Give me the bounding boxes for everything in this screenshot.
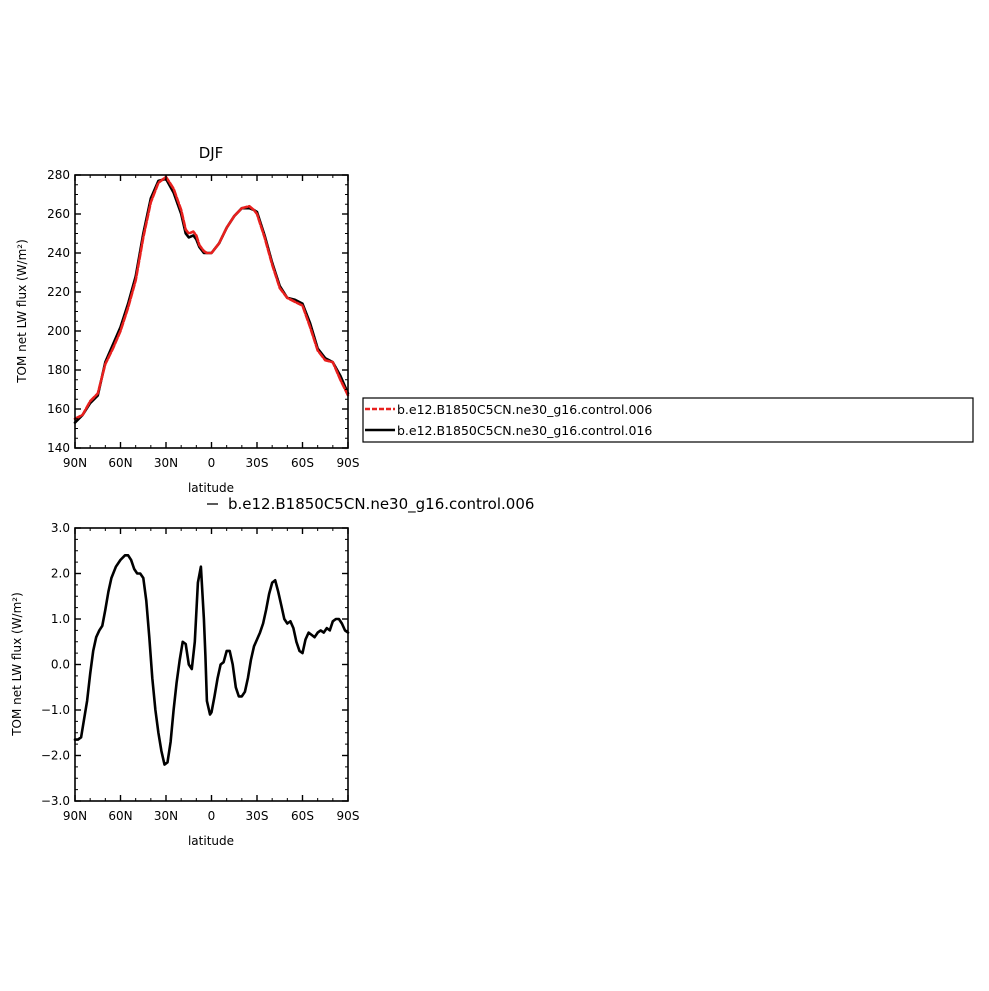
top-x-axis-label: latitude <box>188 481 234 495</box>
bottom-y-axis-label: TOM net LW flux (W/m²) <box>10 592 24 737</box>
bottom-y-tick-label: −3.0 <box>41 794 70 808</box>
top-y-ticks: 140 160 180 200 220 240 260 280 <box>47 168 348 455</box>
bottom-y-tick-label: 3.0 <box>51 521 70 535</box>
top-y-tick-label: 140 <box>47 441 70 455</box>
legend-box <box>362 397 974 443</box>
top-y-tick-label: 240 <box>47 246 70 260</box>
top-plot-area <box>73 175 350 424</box>
top-x-tick-label: 60S <box>291 456 314 470</box>
top-y-axis-label: TOM net LW flux (W/m²) <box>15 239 29 384</box>
bottom-y-tick-label: −1.0 <box>41 703 70 717</box>
bottom-x-tick-label: 60S <box>291 809 314 823</box>
bottom-panel: b.e12.B1850C5CN.ne30_g16.control.006 90N… <box>10 495 534 848</box>
bottom-y-tick-label: 0.0 <box>51 658 70 672</box>
top-x-tick-label: 30S <box>246 456 269 470</box>
top-series-line-0 <box>73 175 350 421</box>
top-y-tick-label: 220 <box>47 285 70 299</box>
bottom-x-tick-label: 90S <box>337 809 360 823</box>
top-x-tick-label: 30N <box>154 456 178 470</box>
bottom-y-tick-label: 1.0 <box>51 612 70 626</box>
top-panel-title: DJF <box>199 144 224 162</box>
bottom-y-ticks: −3.0 −2.0 −1.0 0.0 1.0 2.0 3.0 <box>41 521 348 808</box>
top-x-tick-label: 90S <box>337 456 360 470</box>
bottom-x-tick-label: 60N <box>108 809 132 823</box>
top-x-tick-label: 0 <box>208 456 216 470</box>
top-x-tick-label: 90N <box>63 456 87 470</box>
top-y-tick-label: 180 <box>47 363 70 377</box>
top-y-tick-label: 160 <box>47 402 70 416</box>
bottom-x-tick-label: 90N <box>63 809 87 823</box>
legend-label-control-016: b.e12.B1850C5CN.ne30_g16.control.016 <box>397 423 652 438</box>
top-panel: DJF 90N 60N 30N 0 30S 60S 90S 140 160 180 200 220 2… <box>15 144 359 495</box>
top-y-tick-label: 280 <box>47 168 70 182</box>
top-y-tick-label: 200 <box>47 324 70 338</box>
bottom-x-ticks: 90N 60N 30N 0 30S 60S 90S <box>63 528 360 823</box>
bottom-series-line-0 <box>73 554 350 766</box>
bottom-x-tick-label: 30S <box>246 809 269 823</box>
legend: b.e12.B1850C5CN.ne30_g16.control.006 b.e… <box>362 397 974 443</box>
top-plot-frame <box>74 174 349 449</box>
bottom-plot-area <box>73 554 350 766</box>
top-x-ticks: 90N 60N 30N 0 30S 60S 90S <box>63 175 360 470</box>
bottom-x-axis-label: latitude <box>188 834 234 848</box>
top-x-tick-label: 60N <box>108 456 132 470</box>
bottom-y-tick-label: −2.0 <box>41 749 70 763</box>
bottom-x-tick-label: 30N <box>154 809 178 823</box>
top-y-tick-label: 260 <box>47 207 70 221</box>
bottom-panel-title: b.e12.B1850C5CN.ne30_g16.control.006 <box>228 495 534 514</box>
bottom-y-tick-label: 2.0 <box>51 567 70 581</box>
top-series-line-1 <box>73 177 350 424</box>
bottom-x-tick-label: 0 <box>208 809 216 823</box>
legend-label-control-006: b.e12.B1850C5CN.ne30_g16.control.006 <box>397 402 652 417</box>
